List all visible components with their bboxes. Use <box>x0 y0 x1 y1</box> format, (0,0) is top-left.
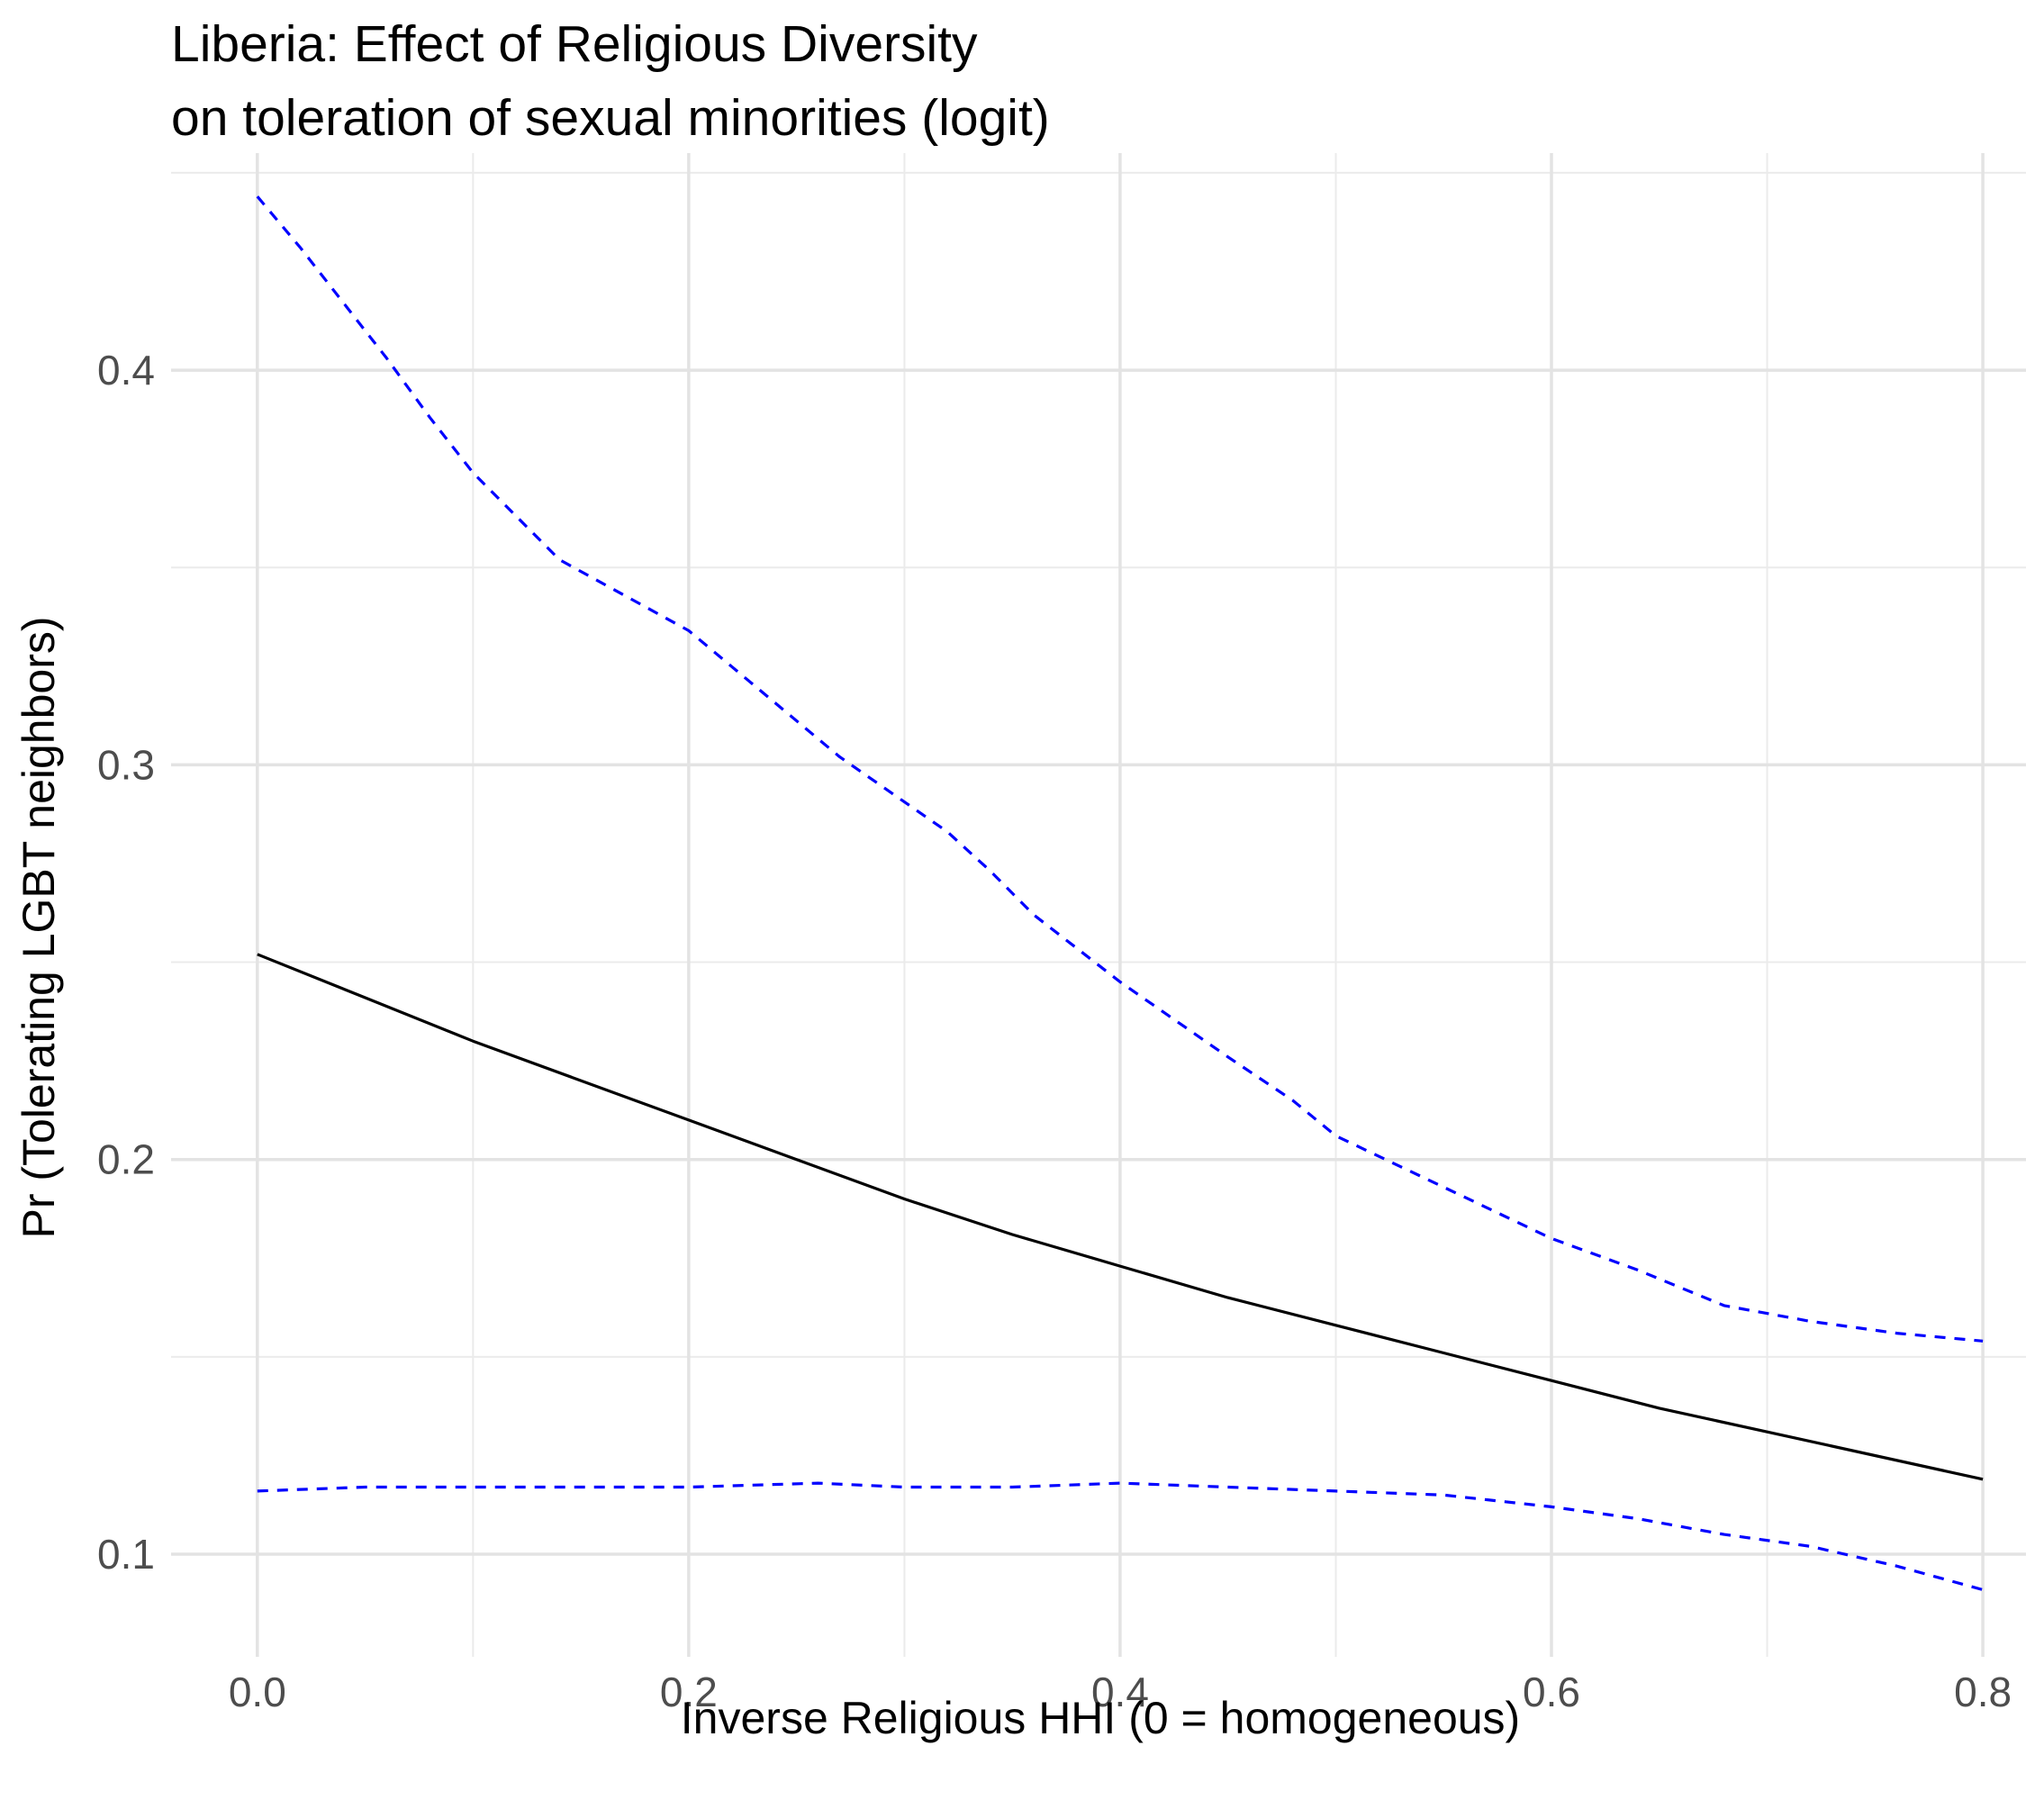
x-tick-label: 0.4 <box>1091 1669 1149 1715</box>
x-tick-label: 0.6 <box>1523 1669 1580 1715</box>
y-tick-label: 0.4 <box>97 347 155 393</box>
chart-title: Liberia: Effect of Religious Diversity <box>171 15 978 73</box>
y-axis-label: Pr (Tolerating LGBT neighbors) <box>14 616 64 1238</box>
y-tick-label: 0.2 <box>97 1136 155 1183</box>
grid-lines <box>171 153 2026 1657</box>
tick-labels: 0.0 0.2 0.4 0.6 0.8 0.1 0.2 0.3 0.4 <box>97 347 2012 1715</box>
predicted-probability-line <box>257 953 1984 1481</box>
x-tick-label: 0.0 <box>229 1669 286 1715</box>
series-lines <box>256 195 1984 1592</box>
x-axis-label: Inverse Religious HHI (0 = homogeneous) <box>681 1693 1520 1743</box>
x-tick-label: 0.2 <box>660 1669 718 1715</box>
chart-subtitle: on toleration of sexual minorities (logi… <box>171 89 1050 147</box>
y-tick-label: 0.3 <box>97 741 155 788</box>
confidence-bound-line <box>256 195 1984 1343</box>
x-tick-label: 0.8 <box>1954 1669 2012 1715</box>
y-tick-label: 0.1 <box>97 1531 155 1578</box>
confidence-bound-line <box>257 1481 1984 1592</box>
